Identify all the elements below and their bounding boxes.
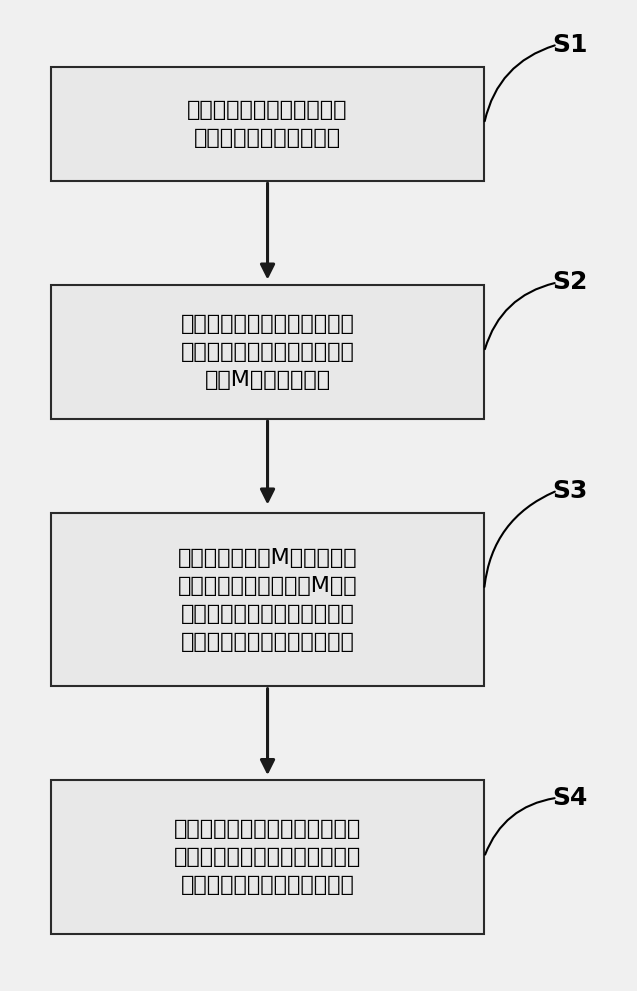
Text: S1: S1 bbox=[552, 33, 588, 56]
Text: 根据得到的谐波分量的频率和幅
值，与数据存储器保存的数据进
行对比和分析，得出故障结果: 根据得到的谐波分量的频率和幅 值，与数据存储器保存的数据进 行对比和分析，得出故… bbox=[174, 820, 361, 895]
Text: 采用绘图模块对M个频谱信号
的图形进行绘制，得到M个频
谱分布图，根据每个频谱分布
图得到谐波分量的频率和幅值: 采用绘图模块对M个频谱信号 的图形进行绘制，得到M个频 谱分布图，根据每个频谱分… bbox=[178, 548, 357, 651]
FancyBboxPatch shape bbox=[51, 285, 484, 418]
FancyBboxPatch shape bbox=[51, 67, 484, 180]
Text: S3: S3 bbox=[552, 479, 588, 502]
Text: 处理器获取一段时间内加速
度传感器采集的振动信号: 处理器获取一段时间内加速 度传感器采集的振动信号 bbox=[187, 100, 348, 148]
FancyBboxPatch shape bbox=[51, 781, 484, 934]
Text: 处理器将振动信号发送至数据
分析仪进行傅里叶分析，分别
得到M个频谱信号；: 处理器将振动信号发送至数据 分析仪进行傅里叶分析，分别 得到M个频谱信号； bbox=[181, 314, 354, 389]
Text: S2: S2 bbox=[552, 271, 588, 294]
Text: S4: S4 bbox=[552, 786, 588, 810]
FancyBboxPatch shape bbox=[51, 513, 484, 686]
